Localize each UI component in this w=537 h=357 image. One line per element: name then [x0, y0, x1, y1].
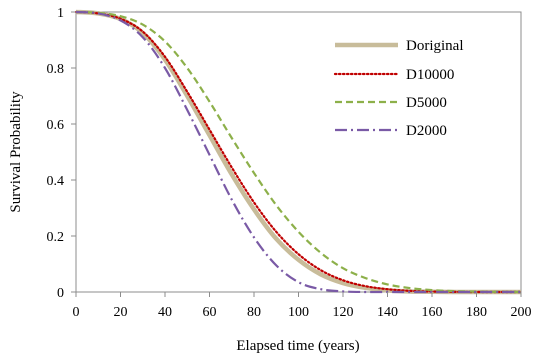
y-tick-label: 0.8: [47, 62, 65, 77]
x-tick-label: 80: [247, 305, 261, 320]
y-tick-label: 0.4: [47, 174, 65, 189]
legend-label-doriginal: Doriginal: [406, 38, 464, 54]
plot-area: [75, 11, 522, 293]
y-axis-ticks: 0 0.2 0.4 0.6 0.8 1: [47, 6, 76, 301]
x-tick-label: 0: [73, 305, 80, 320]
x-tick-label: 20: [114, 305, 128, 320]
y-tick-label: 0.2: [47, 230, 65, 245]
x-tick-label: 160: [422, 305, 443, 320]
y-tick-label: 0.6: [47, 118, 65, 133]
y-axis-title: Survival Probability: [8, 91, 24, 213]
plot-frame: [75, 11, 522, 293]
x-tick-label: 100: [288, 305, 309, 320]
x-axis-ticks: 0 20 40 60 80 100 120 140 160 180 200: [73, 292, 532, 320]
legend: Doriginal D10000 D5000 D2000: [333, 38, 464, 139]
x-tick-label: 60: [203, 305, 217, 320]
y-tick-label: 0: [57, 286, 64, 301]
legend-label-d2000: D2000: [406, 123, 447, 139]
x-tick-label: 140: [377, 305, 398, 320]
y-tick-label: 1: [57, 6, 64, 21]
series-line-doriginal: [75, 9, 521, 295]
series-line-d2000: [75, 10, 521, 294]
series-lines: [74, 9, 523, 295]
x-axis-title: Elapsed time (years): [236, 338, 359, 354]
legend-label-d5000: D5000: [406, 95, 447, 111]
x-tick-label: 40: [158, 305, 172, 320]
x-tick-label: 180: [466, 305, 487, 320]
legend-label-d10000: D10000: [406, 67, 454, 83]
series-line-d5000: [75, 10, 522, 294]
x-tick-label: 200: [511, 305, 532, 320]
x-tick-label: 120: [333, 305, 354, 320]
series-line-d10000: [74, 10, 523, 294]
